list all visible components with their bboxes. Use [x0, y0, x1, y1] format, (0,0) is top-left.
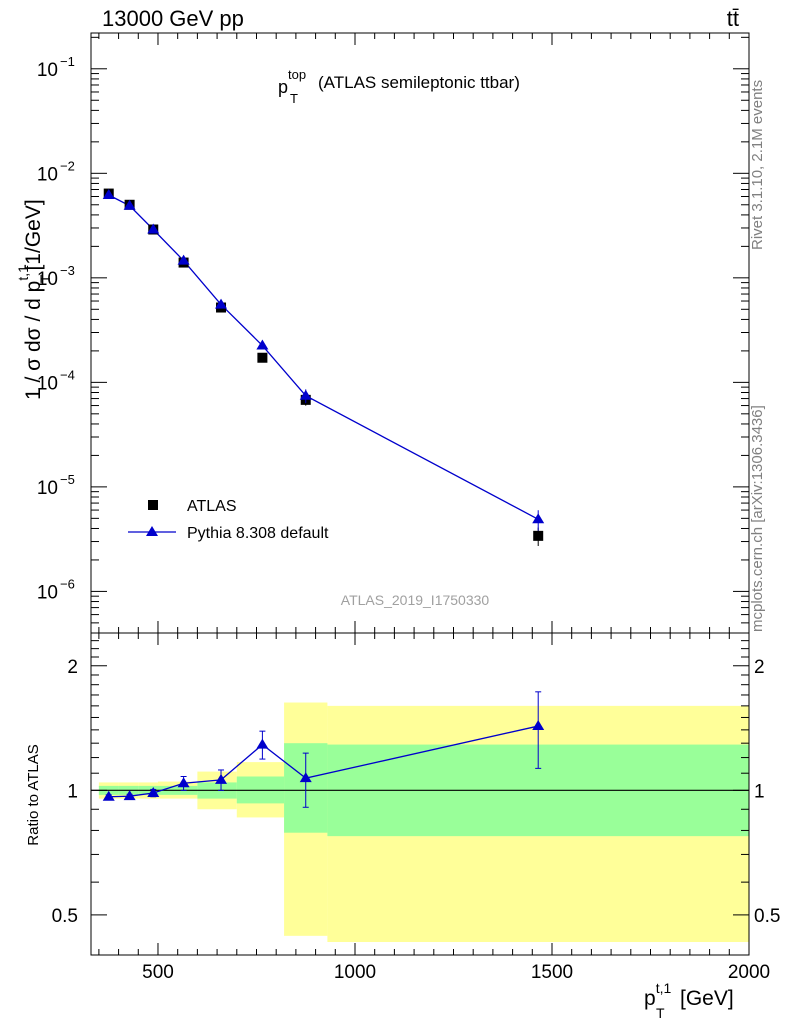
ratio-point [147, 787, 160, 798]
header-right: tt̄ [727, 6, 739, 31]
y-tick-label: 10 [37, 269, 58, 290]
ratio-bands [91, 702, 749, 943]
side-text-top: Rivet 3.1.10, 2.1M events [749, 80, 766, 250]
plot-title: ptop T (ATLAS semileptonic ttbar) [278, 67, 520, 106]
y-tick-label: 10 [37, 164, 58, 185]
ratio-point [532, 720, 545, 731]
top-ylabel: 1 / σ dσ / d pt,1 T[1/GeV] [15, 199, 53, 400]
ratio-xlabel: pt,1 T [GeV] [644, 980, 734, 1021]
main-plot-data [102, 188, 545, 546]
y-tick-exponent: −4 [60, 367, 75, 382]
ratio-line [108, 725, 539, 798]
ratio-point [177, 777, 190, 788]
xlabel-main: p [644, 987, 656, 1010]
ratio-plot-data [102, 691, 545, 808]
title-sup: top [288, 67, 306, 82]
title-rest: (ATLAS semileptonic ttbar) [318, 73, 520, 92]
pythia-line [108, 194, 539, 520]
x-tick-label: 2000 [728, 962, 770, 983]
title-sub: T [290, 91, 298, 106]
pythia-point [532, 513, 545, 524]
pythia-point [147, 223, 160, 234]
header-left: 13000 GeV pp [102, 6, 244, 31]
xlabel-sup: t,1 [656, 980, 672, 996]
legend-pythia-label: Pythia 8.308 default [187, 525, 329, 542]
x-tick-label: 500 [142, 962, 174, 983]
atlas-point [257, 352, 268, 363]
y-tick-label: 10 [37, 60, 58, 81]
pythia-point [299, 389, 312, 400]
y-tick-label: 10 [37, 582, 58, 603]
y-tick-exponent: −5 [60, 472, 75, 487]
legend: ATLAS Pythia 8.308 default [128, 498, 329, 542]
xlabel-rest: [GeV] [680, 987, 734, 1010]
bottom-frame [90, 632, 750, 956]
y-tick-label: 10 [37, 478, 58, 499]
pythia-point [123, 199, 136, 210]
ratio-y-tick-label: 0.5 [52, 906, 78, 927]
y-tick-exponent: −3 [60, 263, 75, 278]
pythia-point [177, 254, 190, 265]
y-tick-exponent: −1 [60, 54, 75, 69]
legend-atlas-marker [148, 500, 158, 510]
ratio-y-tick-label: 1 [67, 781, 78, 802]
svg-text:1 / σ dσ / d pt,1T[1/GeV]: 1 / σ dσ / d pt,1 T[1/GeV] [15, 199, 53, 400]
xlabel-sub: T [656, 1005, 665, 1021]
ratio-y-tick-label-right: 0.5 [754, 906, 780, 927]
ratio-point [256, 738, 269, 749]
x-tick-label: 1500 [531, 962, 573, 983]
ratio-point [299, 772, 312, 783]
top-frame [90, 32, 750, 634]
ratio-point [215, 773, 228, 784]
atlas-point [533, 530, 544, 541]
svg-text:pt,1: pt,1 [644, 980, 671, 1010]
y-tick-exponent: −2 [60, 158, 75, 173]
y-tick-exponent: −6 [60, 576, 75, 591]
svg-text:ptop: ptop [278, 67, 306, 97]
title-main: p [278, 77, 288, 97]
legend-atlas-label: ATLAS [187, 498, 237, 515]
pythia-point [256, 339, 269, 350]
ratio-ylabel: Ratio to ATLAS [25, 744, 42, 845]
ratio-point [123, 790, 136, 801]
analysis-watermark: ATLAS_2019_I1750330 [341, 592, 490, 608]
ratio-y-tick-label-right: 2 [754, 657, 765, 678]
pythia-point [102, 189, 115, 200]
y-tick-label: 10 [37, 373, 58, 394]
side-text-bottom: mcplots.cern.ch [arXiv:1306.3436] [749, 405, 766, 632]
ratio-point [102, 790, 115, 801]
x-tick-label: 1000 [334, 962, 376, 983]
pythia-point [215, 298, 228, 309]
ratio-y-tick-label-right: 1 [754, 781, 765, 802]
legend-pythia-marker [146, 526, 158, 536]
ratio-y-tick-label: 2 [67, 657, 78, 678]
